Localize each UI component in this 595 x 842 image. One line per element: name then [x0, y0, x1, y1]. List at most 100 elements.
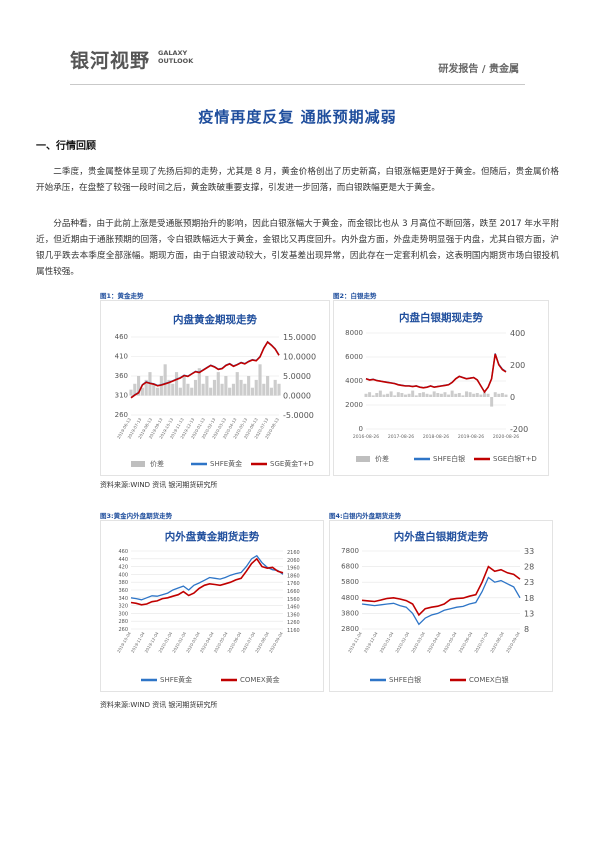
x-tick-label: 2019-08-26	[458, 434, 484, 440]
legend-swatch	[356, 456, 370, 462]
y-left-tick-label: 6800	[341, 563, 359, 571]
x-tick-label: 2019-11-04	[347, 631, 363, 654]
legend-label: SGE白银T+D	[493, 454, 537, 463]
spread-bar	[439, 393, 443, 397]
spread-bar	[461, 395, 465, 397]
y-left-tick-label: 440	[118, 557, 128, 563]
x-tick-label: 2020-09-04	[268, 631, 284, 654]
spread-bar	[364, 393, 368, 397]
chart-gold-domestic: 内盘黄金期现走势 260 310 360 410 460 -5.0000 0.0000 5.00…	[100, 300, 330, 476]
y-right-tick-label: 23	[524, 578, 534, 587]
spread-bar	[425, 393, 429, 397]
y-right-tick-label: 2060	[287, 558, 300, 564]
spread-bar	[375, 393, 379, 397]
spread-bar	[447, 394, 451, 397]
y-right-tick-label: 1860	[287, 573, 300, 579]
spread-bar	[389, 391, 393, 397]
y-right-tick-label: 1960	[287, 566, 300, 572]
y-left-tick-label: 410	[115, 353, 128, 361]
y-right-tick-label: 1260	[287, 620, 300, 626]
y-right-tick-label: 1160	[287, 628, 300, 634]
spread-bar	[250, 387, 255, 396]
y-right-tick-label: -5.0000	[283, 411, 314, 420]
spread-bar	[254, 379, 258, 396]
legend-label: SHFE白银	[389, 675, 421, 684]
y-left-tick-label: 400	[118, 572, 128, 578]
y-left-tick-label: 340	[118, 596, 128, 602]
spread-bar	[140, 387, 144, 396]
y-left-tick-label: 260	[115, 411, 128, 419]
y-left-tick-label: 4800	[341, 594, 359, 602]
spread-bar	[378, 390, 382, 397]
x-tick-label: 2019-12-04	[363, 631, 379, 654]
chart-title: 内盘白银期现走势	[399, 311, 483, 324]
spread-bar	[382, 394, 386, 397]
legend-label: SHFE黄金	[210, 459, 242, 468]
legend-label: COMEX黄金	[240, 675, 280, 684]
spread-bar	[186, 383, 190, 396]
spread-bar	[504, 394, 508, 397]
legend-swatch	[131, 461, 145, 467]
spread-bar	[178, 387, 182, 396]
spread-bar	[407, 393, 411, 397]
paragraph-1: 二季度，贵金属整体呈现了先扬后抑的走势，尤其是 8 月，黄金价格创出了历史新高，…	[36, 167, 559, 193]
spread-bar	[273, 379, 277, 396]
spread-bar	[429, 394, 433, 397]
spread-bar	[247, 376, 251, 396]
spread-bar	[266, 376, 270, 396]
spread-bar	[468, 392, 472, 397]
spread-bar	[414, 395, 418, 397]
x-tick-label: 2020-03-04	[410, 631, 426, 654]
figure-1-label: 图1：黄金走势	[100, 292, 144, 300]
y-right-tick-label: 5.0000	[283, 372, 311, 381]
y-right-tick-label: 1760	[287, 581, 300, 587]
spread-bar	[174, 372, 179, 396]
spread-bar	[209, 387, 213, 396]
spread-bar	[432, 391, 436, 397]
spread-bar	[411, 390, 415, 397]
y-right-tick-label: 13	[524, 609, 534, 618]
spread-bar	[486, 393, 490, 397]
spread-bar	[182, 376, 186, 396]
spread-bar	[171, 383, 175, 396]
spread-bar	[224, 376, 228, 396]
legend-label: 价差	[375, 454, 389, 463]
legend-label: SHFE白银	[433, 454, 465, 463]
spread-bar	[421, 392, 425, 397]
logo-text: 银河视野	[70, 50, 151, 72]
chart-silver-domestic: 内盘白银期现走势 0 2000 4000 6000 8000 -200 0 200 400 2016…	[333, 300, 549, 476]
spread-bar	[201, 383, 205, 396]
spread-bar	[133, 383, 137, 396]
x-tick-label: 2016-08-26	[353, 434, 379, 440]
report-title: 疫情再度反复 通胀预期减弱	[198, 108, 397, 126]
y-right-tick-label: 8	[524, 625, 529, 634]
spread-bar	[190, 387, 194, 396]
chart-title: 内外盘白银期货走势	[394, 530, 489, 543]
spread-bar	[231, 383, 236, 396]
y-right-tick-label: 1460	[287, 605, 300, 611]
x-tick-label: 2020-02-04	[394, 631, 410, 654]
spread-bar	[216, 372, 220, 396]
spread-bar	[475, 393, 479, 397]
spread-bar	[212, 379, 217, 396]
x-tick-label: 2020-04-04	[426, 631, 442, 654]
y-left-tick-label: 300	[118, 611, 128, 617]
x-tick-label: 2020-07-04	[473, 631, 489, 654]
x-tick-label: 2020-08-04	[489, 631, 505, 654]
y-right-tick-label: -200	[510, 425, 528, 434]
spread-bar	[457, 393, 461, 397]
y-right-tick-label: 1560	[287, 597, 300, 603]
y-left-tick-label: 7800	[341, 547, 359, 555]
spread-bar	[243, 383, 247, 396]
spread-bar	[436, 393, 440, 397]
series-line-other	[361, 565, 521, 617]
y-left-tick-label: 8000	[345, 329, 363, 337]
figure-3-label: 图3:黄金内外盘期货走势	[100, 512, 173, 520]
x-tick-label: 2020-05-04	[442, 631, 458, 654]
spread-bar	[396, 392, 400, 397]
spread-bar	[418, 393, 422, 397]
spread-bar	[262, 383, 266, 396]
x-tick-label: 2018-08-26	[423, 434, 449, 440]
spread-bar	[400, 393, 404, 397]
legend-label: SGE黄金T+D	[270, 459, 314, 468]
